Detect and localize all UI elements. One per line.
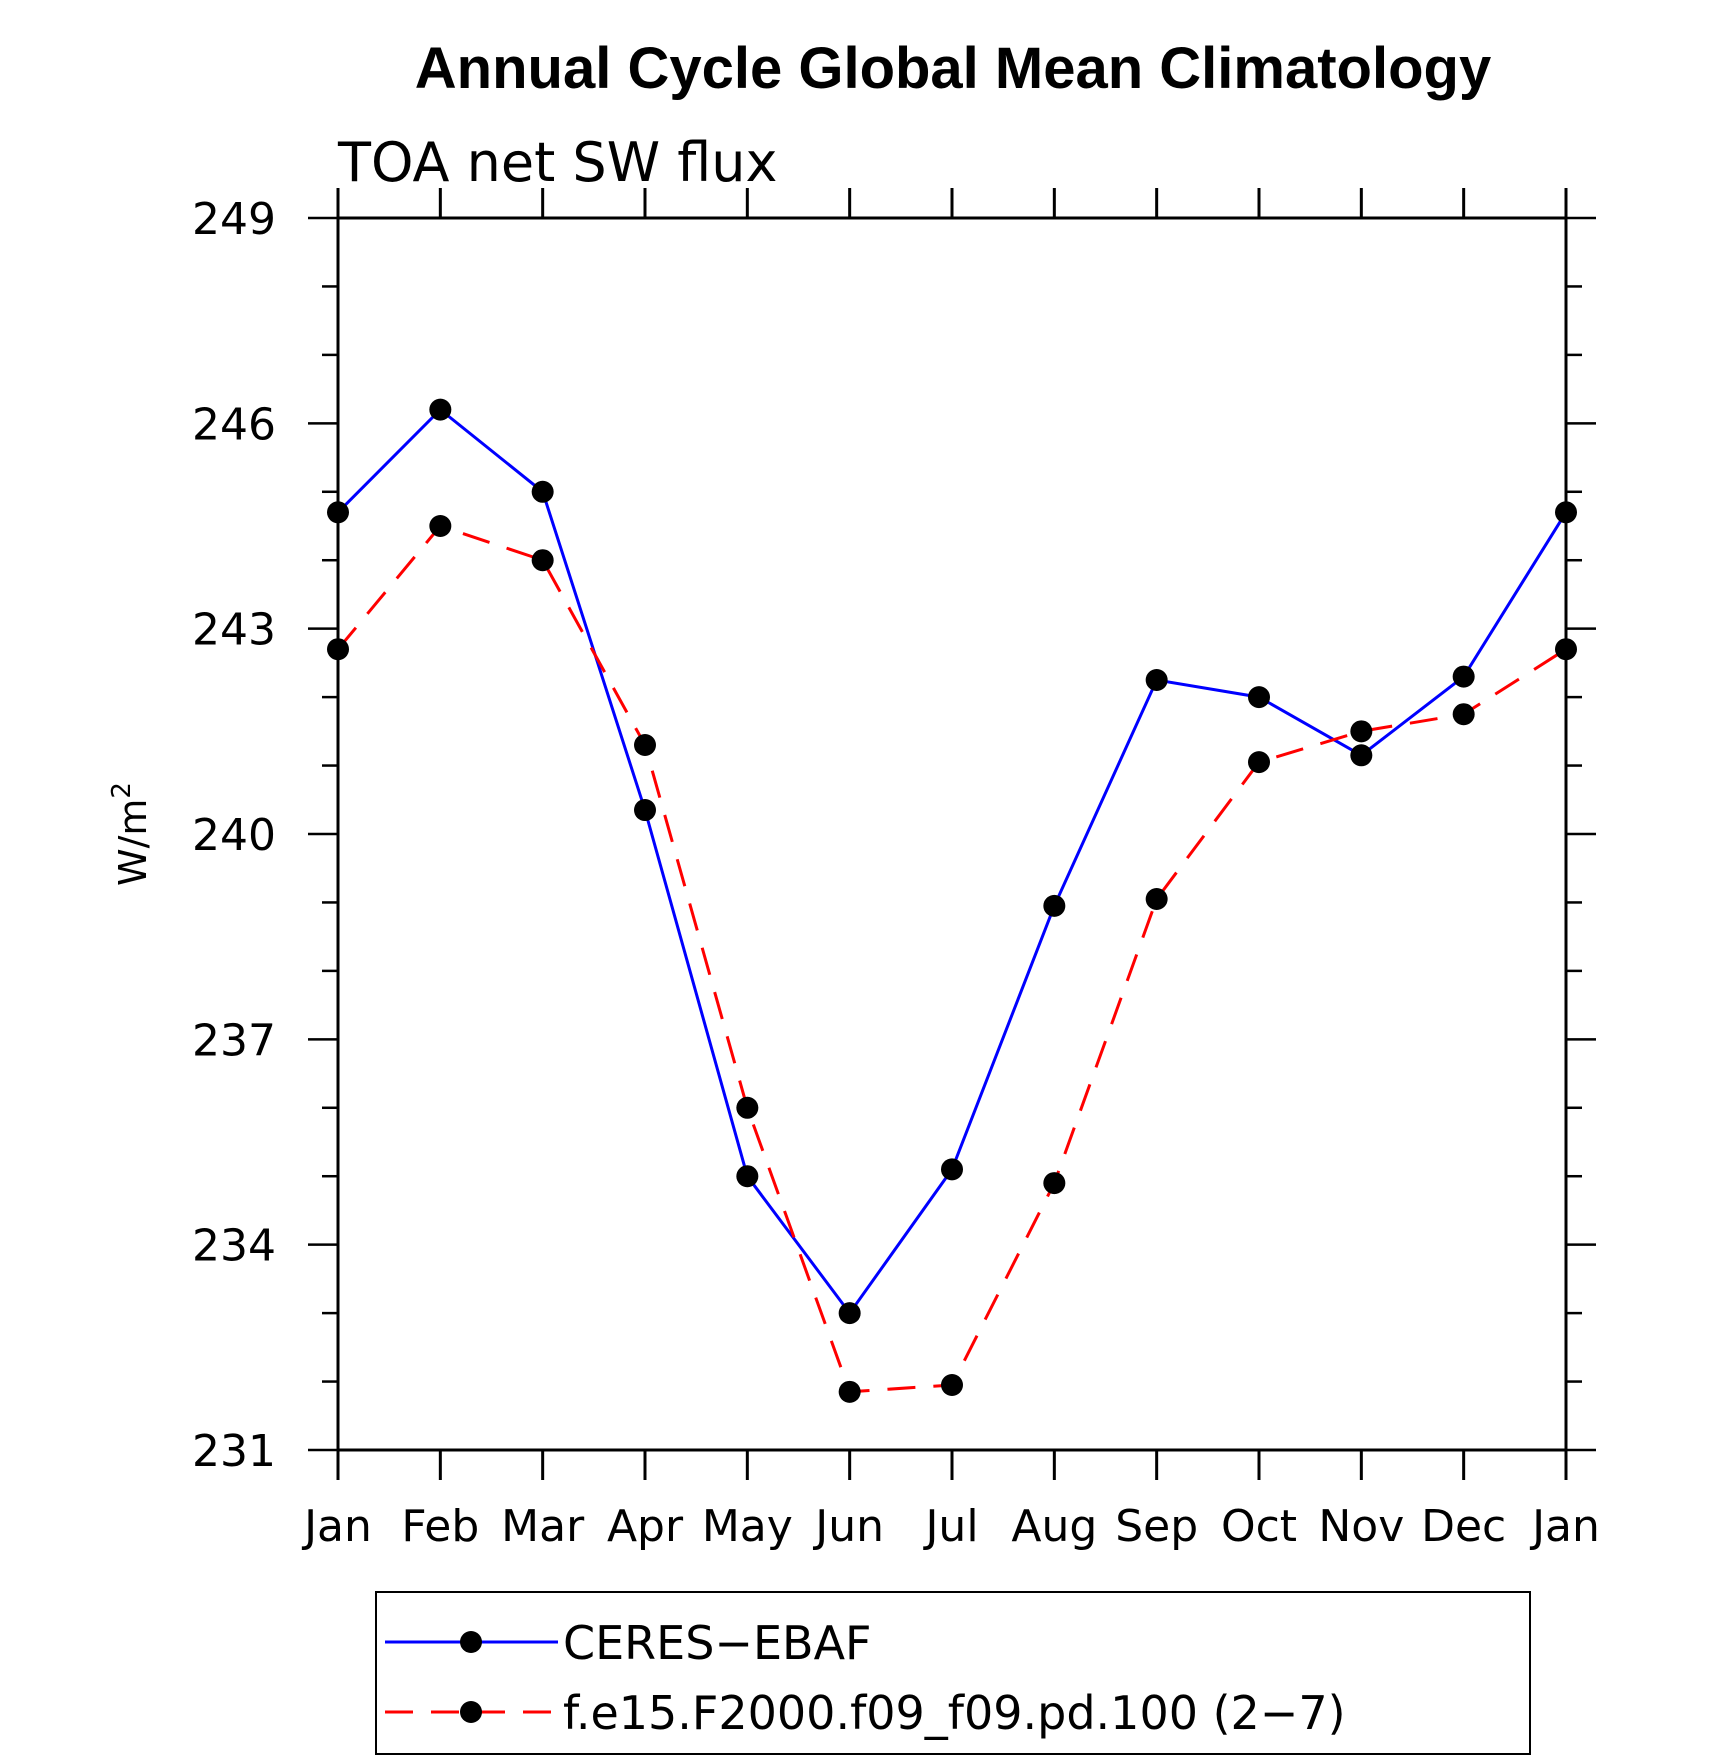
series-1-point (941, 1373, 963, 1396)
legend-label-ceres: CERES−EBAF (563, 1616, 872, 1670)
y-tick-label: 249 (192, 194, 276, 245)
series-1-point (838, 1380, 861, 1403)
x-tick-label: Mar (501, 1501, 585, 1552)
y-axis-label: W/m2 (107, 782, 155, 886)
series-1-point (634, 734, 656, 757)
y-tick-label: 231 (192, 1426, 276, 1477)
series-1-point (1145, 888, 1168, 911)
x-axis-tick-labels: Jan Feb Mar Apr May Jun Jul Aug Sep Oct Nov Dec Jan (301, 1501, 1600, 1552)
series-1-point (531, 549, 554, 572)
y-axis-ticks (308, 216, 1596, 1452)
y-axis-tick-labels: 231 234 237 240 243 246 249 (192, 194, 276, 1477)
series-1-point (1452, 703, 1475, 726)
legend-marker-model (460, 1701, 482, 1723)
legend: CERES−EBAF f.e15.F2000.f09_f09.pd.100 (2… (375, 1591, 1531, 1755)
x-tick-label: Oct (1221, 1501, 1297, 1552)
x-tick-label: Aug (1011, 1501, 1097, 1552)
x-axis-ticks (336, 188, 1568, 1480)
series-1-point (327, 638, 349, 661)
series-points (327, 398, 1577, 1403)
y-tick-label: 234 (192, 1221, 276, 1272)
series-1-point (1043, 1172, 1066, 1195)
plot-frame-group (336, 216, 1568, 1452)
x-tick-label: Feb (401, 1501, 479, 1552)
series-line-1 (336, 524, 1567, 1394)
series-lines (336, 407, 1568, 1394)
x-tick-label: Dec (1421, 1501, 1506, 1552)
series-0-point (941, 1158, 963, 1181)
series-1-point (736, 1096, 759, 1119)
y-tick-label: 243 (192, 605, 276, 656)
series-1-point (1248, 751, 1270, 774)
y-tick-label: 237 (192, 1015, 276, 1066)
x-tick-label: Jan (1529, 1501, 1600, 1552)
series-0-point (429, 398, 452, 421)
series-0-point (736, 1165, 759, 1188)
series-0-point (531, 480, 554, 503)
x-tick-label: Jul (922, 1501, 978, 1552)
legend-marker-ceres (460, 1631, 482, 1653)
x-tick-label: Apr (607, 1501, 684, 1552)
x-tick-label: Sep (1115, 1501, 1198, 1552)
series-0-point (1248, 686, 1270, 709)
x-tick-label: Nov (1318, 1501, 1404, 1552)
legend-label-model: f.e15.F2000.f09_f09.pd.100 (2−7) (563, 1686, 1346, 1740)
series-0-point (327, 501, 349, 524)
series-0-point (1555, 501, 1577, 524)
x-tick-label: Jan (301, 1501, 372, 1552)
y-axis-label-exponent: 2 (107, 782, 137, 799)
x-tick-label: Jun (812, 1501, 884, 1552)
series-0-point (1452, 665, 1475, 688)
series-0-point (1350, 744, 1373, 767)
chart-title: Annual Cycle Global Mean Climatology (415, 36, 1491, 101)
plot-frame (336, 216, 1568, 1452)
series-1-point (1350, 720, 1373, 743)
y-tick-label: 246 (192, 399, 276, 450)
series-1-point (1555, 638, 1577, 661)
series-1-point (429, 515, 452, 537)
series-0-point (634, 799, 656, 822)
x-tick-label: May (702, 1501, 793, 1552)
legend-box (375, 1591, 1531, 1755)
series-0-point (1043, 894, 1066, 917)
y-axis-label-unit: W/m (111, 799, 155, 886)
series-0-point (1145, 669, 1168, 691)
y-tick-label: 240 (192, 810, 276, 861)
series-0-point (838, 1302, 861, 1325)
chart-subtitle: TOA net SW flux (337, 131, 777, 194)
